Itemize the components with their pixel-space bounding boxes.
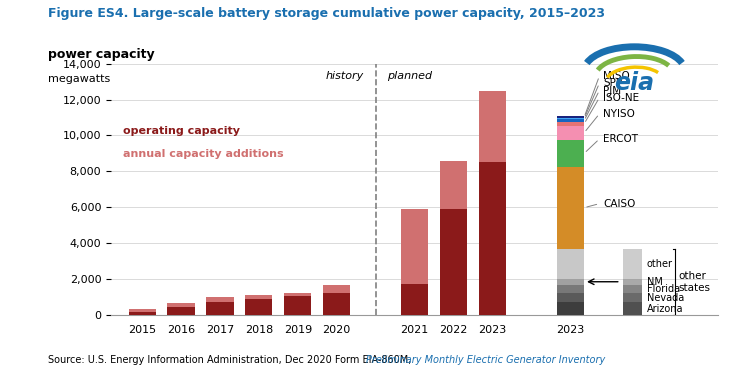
Text: ERCOT: ERCOT xyxy=(603,134,638,144)
Bar xyxy=(246,299,273,315)
Bar xyxy=(556,126,583,140)
Bar xyxy=(246,295,273,299)
Bar xyxy=(479,162,506,315)
Bar xyxy=(401,209,428,285)
Bar xyxy=(323,285,350,292)
Bar xyxy=(556,294,583,302)
Text: annual capacity additions: annual capacity additions xyxy=(123,149,284,158)
Text: planned: planned xyxy=(387,71,432,81)
Bar xyxy=(556,140,583,167)
Bar xyxy=(284,296,312,315)
Text: Figure ES4. Large-scale battery storage cumulative power capacity, 2015–2023: Figure ES4. Large-scale battery storage … xyxy=(48,7,605,20)
Text: eia: eia xyxy=(614,71,655,95)
Text: SPP: SPP xyxy=(603,78,622,89)
Bar xyxy=(323,292,350,315)
Text: NM: NM xyxy=(647,277,663,287)
Text: power capacity: power capacity xyxy=(48,48,154,61)
Bar xyxy=(556,285,583,294)
Bar xyxy=(556,302,583,315)
Bar xyxy=(284,294,312,296)
Bar xyxy=(622,294,642,302)
Bar xyxy=(479,90,506,162)
Bar xyxy=(167,307,195,315)
Bar xyxy=(622,279,642,285)
Text: other: other xyxy=(647,259,673,269)
Text: history: history xyxy=(325,71,364,81)
Text: other
states: other states xyxy=(679,271,711,292)
Bar xyxy=(622,248,642,279)
Text: Arizona: Arizona xyxy=(647,304,683,314)
Bar xyxy=(556,167,583,248)
Bar xyxy=(167,302,195,307)
Bar xyxy=(556,122,583,126)
Bar xyxy=(556,119,583,122)
Text: megawatts: megawatts xyxy=(48,74,110,84)
Text: MISO: MISO xyxy=(603,71,630,81)
Bar xyxy=(622,285,642,294)
Bar xyxy=(401,285,428,315)
Bar xyxy=(206,297,234,302)
Bar xyxy=(440,209,467,315)
Text: Nevada: Nevada xyxy=(647,293,684,303)
Bar xyxy=(556,116,583,118)
Text: CAISO: CAISO xyxy=(603,199,636,209)
Text: Preliminary Monthly Electric Generator Inventory: Preliminary Monthly Electric Generator I… xyxy=(366,355,605,365)
Text: ISO-NE: ISO-NE xyxy=(603,93,639,103)
Text: Source: U.S. Energy Information Administration, Dec 2020 Form EIA-860M,: Source: U.S. Energy Information Administ… xyxy=(48,355,414,365)
Text: PJM: PJM xyxy=(603,86,622,96)
Bar xyxy=(128,309,155,312)
Text: NYISO: NYISO xyxy=(603,109,635,119)
Bar xyxy=(440,161,467,209)
Bar xyxy=(622,302,642,315)
Bar xyxy=(128,312,155,315)
Text: operating capacity: operating capacity xyxy=(123,126,240,136)
Bar xyxy=(206,302,234,315)
Text: Florida: Florida xyxy=(647,284,680,294)
Bar xyxy=(556,248,583,279)
Bar xyxy=(556,118,583,119)
Bar xyxy=(556,279,583,285)
